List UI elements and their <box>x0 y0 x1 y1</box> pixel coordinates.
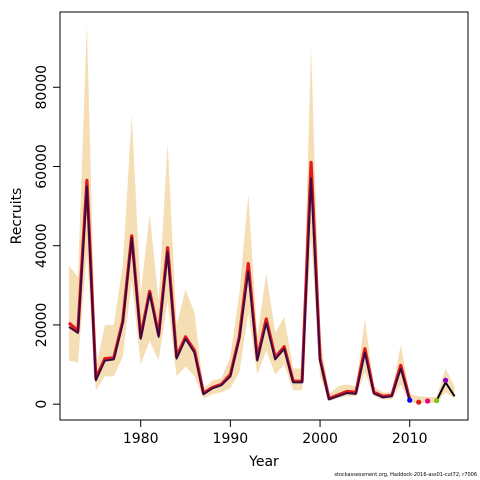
confidence-band <box>68 23 455 403</box>
x-tick-label: 1980 <box>123 431 159 447</box>
y-tick-label: 80000 <box>34 65 50 110</box>
x-tick-label: 2000 <box>302 431 338 447</box>
forecast-points <box>407 377 449 405</box>
x-tick-label: 2010 <box>392 431 428 447</box>
data-point-2010 <box>407 397 413 403</box>
footer-note: stockassessment.org, Haddock-2016-ass01-… <box>334 472 477 478</box>
data-point-2014 <box>442 377 449 383</box>
y-axis: 0 20000 40000 60000 80000 <box>34 65 60 409</box>
data-point-2013 <box>434 397 440 404</box>
y-tick-label: 40000 <box>34 223 50 268</box>
x-axis-title: Year <box>248 454 279 470</box>
y-axis-title: Recruits <box>9 188 25 245</box>
y-tick-label: 20000 <box>34 303 50 348</box>
y-tick-label: 0 <box>34 400 50 409</box>
plot-frame <box>59 11 469 421</box>
data-point-2011 <box>416 399 422 405</box>
x-axis: 1980 1990 2000 2010 <box>123 420 428 447</box>
confidence-band-area <box>68 23 455 403</box>
series-line-2 <box>68 177 411 401</box>
y-tick-label: 60000 <box>34 144 50 189</box>
data-point-2012 <box>425 398 431 404</box>
x-tick-label: 1990 <box>213 431 249 447</box>
